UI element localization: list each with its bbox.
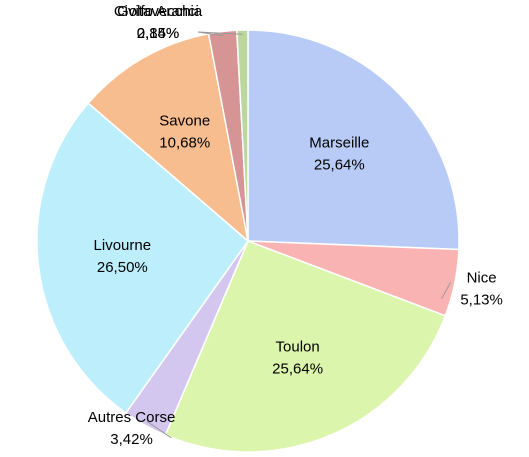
leader-line bbox=[441, 282, 452, 299]
slice-value: 0,85% bbox=[137, 25, 180, 42]
slice-label: Nice bbox=[467, 270, 497, 287]
slice-value: 5,13% bbox=[460, 292, 503, 309]
slice-value: 25,64% bbox=[272, 360, 323, 377]
slice-label: Civitavecchia bbox=[114, 3, 203, 20]
slice-label: Autres Corse bbox=[88, 409, 176, 426]
pie-slice bbox=[164, 240, 447, 453]
slice-label: Livourne bbox=[94, 237, 152, 254]
slice-label: Golfo Aranci bbox=[117, 3, 199, 20]
slice-label: Savone bbox=[159, 112, 210, 129]
leader-line bbox=[197, 31, 243, 35]
slice-value: 26,50% bbox=[97, 259, 148, 276]
slice-value: 3,42% bbox=[110, 431, 153, 448]
slice-value: 25,64% bbox=[314, 156, 365, 173]
pie-slice bbox=[247, 29, 460, 251]
slice-label: Toulon bbox=[276, 338, 320, 355]
slice-value: 2,14% bbox=[137, 25, 180, 42]
slice-value: 10,68% bbox=[159, 134, 210, 151]
pie-slice bbox=[235, 29, 249, 242]
pie-slice bbox=[36, 102, 250, 415]
slice-label: Marseille bbox=[309, 134, 369, 151]
pie-slice bbox=[87, 32, 250, 243]
leader-line bbox=[146, 421, 172, 439]
